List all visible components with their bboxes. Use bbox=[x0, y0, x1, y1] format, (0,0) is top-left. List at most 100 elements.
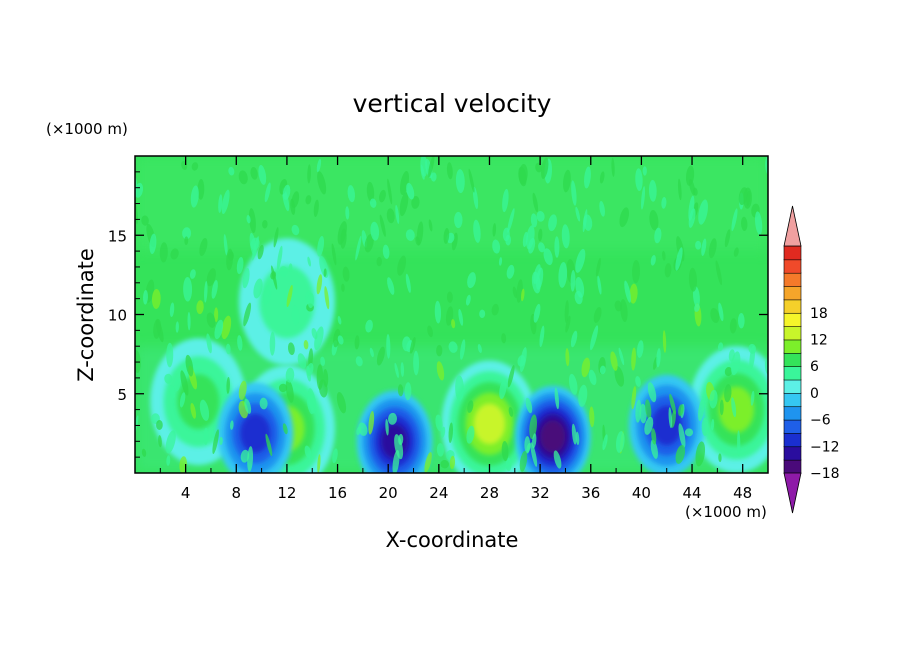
speckle-cell bbox=[675, 247, 683, 271]
speckle-cell bbox=[618, 347, 625, 366]
speckle-cell bbox=[206, 312, 216, 328]
colorbar-swatch bbox=[783, 432, 802, 448]
speckle-cell bbox=[273, 227, 279, 248]
speckle-cell bbox=[737, 312, 745, 329]
speckle-cell bbox=[287, 342, 295, 356]
colorbar-swatch bbox=[783, 272, 802, 287]
speckle-cell bbox=[501, 333, 507, 344]
speckle-cell bbox=[337, 315, 342, 325]
speckle-cell bbox=[635, 375, 641, 387]
speckle-cell bbox=[394, 362, 399, 378]
speckle-cell bbox=[304, 445, 312, 459]
y-axis-label: Z-coordinate bbox=[74, 248, 98, 382]
speckle-cell bbox=[184, 236, 189, 246]
colorbar-swatch bbox=[783, 285, 802, 301]
speckle-cell bbox=[405, 273, 411, 293]
speckle-cell bbox=[499, 379, 507, 400]
colorbar-label: −12 bbox=[810, 439, 840, 455]
speckle-cell bbox=[584, 166, 591, 189]
speckle-cell bbox=[733, 247, 739, 257]
speckle-cell bbox=[719, 399, 724, 416]
speckle-cell bbox=[568, 373, 578, 395]
speckle-cell bbox=[397, 255, 407, 276]
x-tick-label: 20 bbox=[379, 484, 398, 502]
speckle-cell bbox=[563, 169, 571, 193]
speckle-cell bbox=[543, 248, 553, 266]
speckle-cell bbox=[467, 400, 474, 413]
speckle-cell bbox=[635, 399, 642, 423]
velocity-field bbox=[135, 156, 768, 473]
speckle-cell bbox=[249, 232, 257, 257]
speckle-cell bbox=[358, 422, 368, 436]
x-tick-label: 28 bbox=[480, 484, 499, 502]
speckle-cell bbox=[517, 355, 526, 367]
speckle-cell bbox=[554, 236, 560, 258]
x-tick-label: 24 bbox=[429, 484, 448, 502]
speckle-cell bbox=[528, 237, 536, 254]
colorbar-swatch bbox=[783, 405, 802, 421]
speckle-cell bbox=[614, 366, 625, 387]
speckle-cell bbox=[477, 344, 482, 354]
chart-title: vertical velocity bbox=[353, 89, 552, 118]
speckle-cell bbox=[317, 235, 325, 257]
speckle-cell bbox=[525, 397, 533, 414]
speckle-cell bbox=[246, 215, 251, 224]
speckle-cell bbox=[228, 166, 235, 176]
speckle-cell bbox=[590, 325, 599, 351]
speckle-cell bbox=[253, 278, 263, 299]
speckle-cell bbox=[564, 300, 569, 323]
speckle-cell bbox=[427, 325, 433, 338]
speckle-cell bbox=[581, 357, 591, 378]
colorbar-extend-low bbox=[783, 472, 802, 514]
speckle-cell bbox=[718, 453, 722, 463]
colorbar-swatch bbox=[783, 352, 802, 367]
speckle-cell bbox=[506, 264, 515, 279]
speckle-cell bbox=[399, 192, 409, 217]
speckle-cell bbox=[589, 406, 595, 428]
speckle-cell bbox=[731, 397, 737, 418]
speckle-cell bbox=[332, 448, 338, 464]
speckle-cell bbox=[282, 423, 288, 435]
speckle-cell bbox=[650, 439, 658, 459]
speckle-cell bbox=[571, 180, 577, 206]
speckle-cell bbox=[574, 290, 583, 305]
colorbar-swatch bbox=[783, 259, 802, 274]
speckle-cell bbox=[196, 300, 204, 315]
speckle-cell bbox=[297, 353, 307, 369]
speckle-cell bbox=[323, 368, 329, 388]
speckle-cell bbox=[561, 224, 570, 249]
speckle-cell bbox=[180, 370, 189, 396]
speckle-cell bbox=[632, 259, 640, 284]
speckle-cell bbox=[386, 333, 391, 359]
speckle-cell bbox=[182, 227, 192, 240]
speckle-cell bbox=[507, 208, 515, 233]
speckle-cell bbox=[244, 398, 252, 414]
speckle-cell bbox=[578, 384, 588, 407]
speckle-cell bbox=[521, 288, 525, 302]
colorbar-swatch bbox=[783, 379, 802, 394]
speckle-cell bbox=[662, 330, 667, 353]
x-tick-label: 12 bbox=[277, 484, 296, 502]
speckle-cell bbox=[492, 239, 501, 254]
speckle-cell bbox=[448, 422, 453, 443]
colorbar: 18 12 6 0 −6 −12 −18 bbox=[783, 205, 840, 514]
speckle-cell bbox=[467, 272, 476, 289]
speckle-cell bbox=[593, 307, 602, 323]
feature-downdraft bbox=[628, 374, 705, 473]
speckle-cell bbox=[631, 347, 636, 371]
colorbar-swatch bbox=[783, 459, 802, 474]
speckle-cell bbox=[219, 436, 223, 445]
speckle-cell bbox=[455, 169, 465, 194]
speckle-cell bbox=[678, 404, 684, 417]
speckle-cell bbox=[570, 269, 576, 292]
speckle-cell bbox=[440, 459, 449, 469]
speckle-cell bbox=[611, 157, 615, 177]
speckle-cell bbox=[428, 219, 433, 232]
speckle-cell bbox=[599, 171, 605, 184]
speckle-cell bbox=[539, 325, 545, 348]
speckle-cell bbox=[455, 375, 464, 401]
colorbar-swatch bbox=[783, 299, 802, 314]
speckle-cell bbox=[149, 233, 157, 254]
speckle-cell bbox=[648, 179, 657, 202]
